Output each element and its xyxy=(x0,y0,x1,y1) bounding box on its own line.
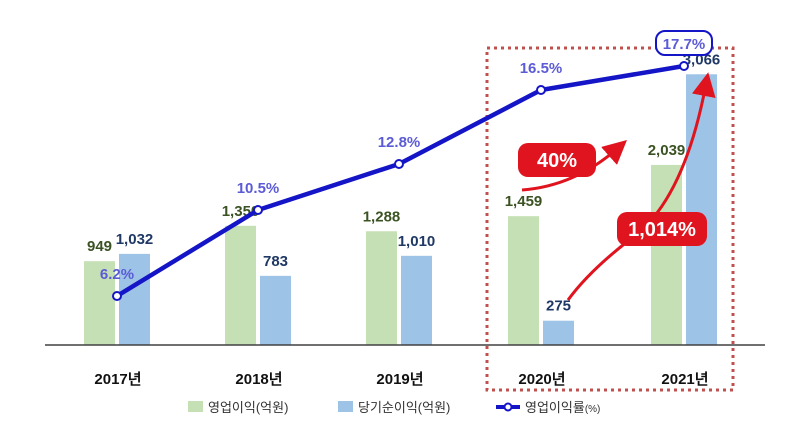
margin-point-0 xyxy=(112,291,122,301)
x-tick-label-4: 2021년 xyxy=(661,371,708,388)
x-tick-label-2: 2019년 xyxy=(376,371,423,388)
bar-label-net-income-3: 275 xyxy=(546,298,571,315)
margin-label-4: 17.7% xyxy=(663,36,706,53)
x-tick-label-3: 2020년 xyxy=(518,371,565,388)
bar-net-income-0 xyxy=(119,253,150,345)
margin-label-0: 6.2% xyxy=(100,266,134,283)
margin-point-3 xyxy=(536,85,546,95)
annotation-40pct-bg xyxy=(518,143,596,177)
legend-label-margin: 영업이익률(%) xyxy=(525,400,600,415)
legend-label-margin-text: 영업이익률 xyxy=(525,400,585,415)
bar-operating-profit-0 xyxy=(84,261,115,345)
growth-arrow-operating xyxy=(521,140,627,192)
legend-swatch-operating-profit xyxy=(188,401,203,412)
margin-label-box-4 xyxy=(655,30,713,56)
margin-line xyxy=(115,63,685,298)
bar-label-net-income-0: 1,032 xyxy=(116,231,154,248)
legend-swatch-net-income xyxy=(338,401,353,412)
bar-operating-profit-1 xyxy=(225,225,256,345)
bar-label-operating-profit-3: 1,459 xyxy=(505,193,543,210)
bar-net-income-2 xyxy=(401,255,432,345)
legend-label-net-income: 당기순이익(억원) xyxy=(358,400,450,415)
legend-line-marker xyxy=(503,402,513,412)
bar-net-income-1 xyxy=(260,275,291,345)
annotation-40pct: 40% xyxy=(537,150,577,172)
annotation-1014pct: 1,014% xyxy=(628,219,696,241)
bar-label-net-income-2: 1,010 xyxy=(398,233,436,250)
bar-labels-group: 949 1,0321,3507831,2881,0101,4592752,0393… xyxy=(87,51,720,314)
bars-group xyxy=(84,74,717,345)
x-tick-label-0: 2017년 xyxy=(94,371,141,388)
bar-net-income-4 xyxy=(686,74,717,345)
bar-operating-profit-3 xyxy=(508,216,539,345)
margin-point-1 xyxy=(253,205,263,215)
x-tick-label-1: 2018년 xyxy=(235,371,282,388)
margin-point-4 xyxy=(679,61,689,71)
bar-operating-profit-4 xyxy=(651,164,682,345)
margin-line-group: 6.2% 10.5% 12.8% 16.5% 17.7% xyxy=(100,30,713,301)
bar-label-operating-profit-0: 949 xyxy=(87,238,112,255)
margin-point-2 xyxy=(394,159,404,169)
x-tick-labels-group: 2017년 2018년 2019년 2020년 2021년 xyxy=(94,371,708,388)
margin-label-2: 12.8% xyxy=(378,134,421,151)
growth-arrow-net xyxy=(566,72,716,301)
bar-label-net-income-1: 783 xyxy=(263,253,288,270)
margin-label-1: 10.5% xyxy=(237,180,280,197)
bar-label-operating-profit-2: 1,288 xyxy=(363,208,401,225)
bar-label-operating-profit-4: 2,039 xyxy=(648,142,686,159)
annotation-1014pct-bg xyxy=(617,212,707,246)
margin-label-3: 16.5% xyxy=(520,60,563,77)
legend: 영업이익(억원) 당기순이익(억원) 영업이익률(%) xyxy=(188,400,600,415)
bar-net-income-3 xyxy=(543,320,574,345)
bar-operating-profit-2 xyxy=(366,231,397,345)
legend-label-margin-unit: (%) xyxy=(585,404,601,415)
legend-label-operating-profit: 영업이익(억원) xyxy=(208,400,288,415)
